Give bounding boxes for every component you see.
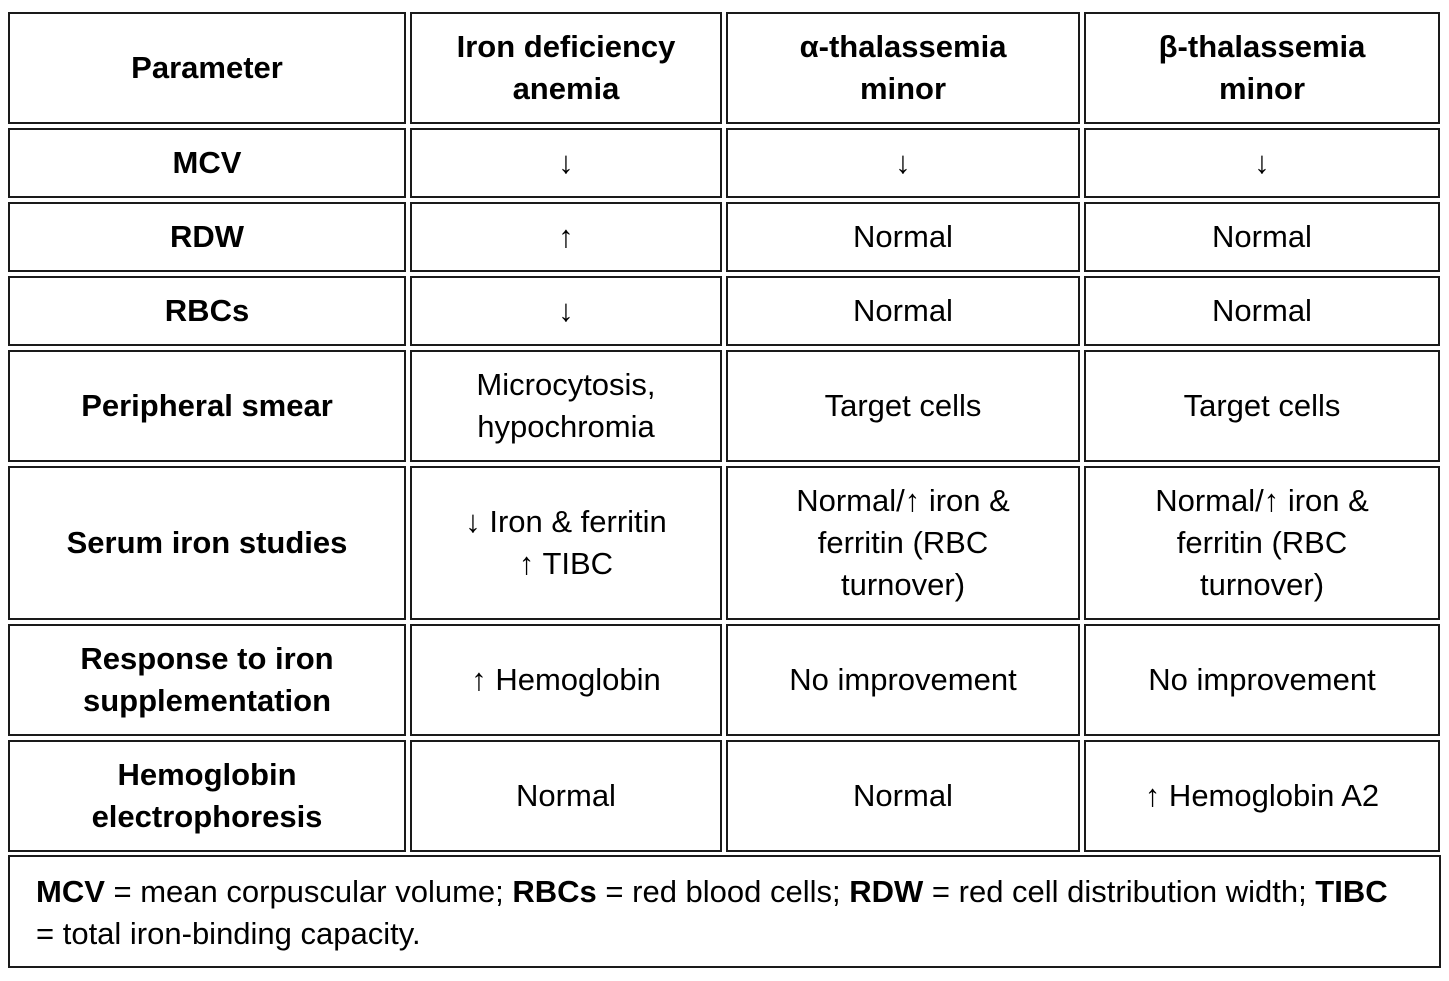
- abbr-mcv-definition: = mean corpuscular volume;: [104, 874, 513, 909]
- response-beta-thalassemia: No improvement: [1084, 624, 1440, 736]
- iron-studies-iron-deficiency: ↓ Iron & ferritin ↑ TIBC: [410, 466, 722, 620]
- mcv-alpha-thalassemia: ↓: [726, 128, 1080, 198]
- rdw-beta-thalassemia: Normal: [1084, 202, 1440, 272]
- row-label-serum-iron-studies: Serum iron studies: [8, 466, 406, 620]
- rbcs-alpha-thalassemia: Normal: [726, 276, 1080, 346]
- row-label-rdw: RDW: [8, 202, 406, 272]
- row-label-rbcs: RBCs: [8, 276, 406, 346]
- row-label-response-to-iron: Response to iron supplementation: [8, 624, 406, 736]
- mcv-beta-thalassemia: ↓: [1084, 128, 1440, 198]
- abbreviations-footnote: MCV = mean corpuscular volume; RBCs = re…: [8, 855, 1441, 968]
- smear-iron-deficiency: Microcytosis, hypochromia: [410, 350, 722, 462]
- header-alpha-thalassemia-minor: α-thalassemia minor: [726, 12, 1080, 124]
- header-parameter: Parameter: [8, 12, 406, 124]
- rdw-alpha-thalassemia: Normal: [726, 202, 1080, 272]
- electrophoresis-alpha-thalassemia: Normal: [726, 740, 1080, 852]
- abbr-tibc: TIBC: [1315, 874, 1388, 909]
- abbr-rbcs: RBCs: [512, 874, 597, 909]
- abbr-rdw-definition: = red cell distribution width;: [923, 874, 1316, 909]
- rdw-iron-deficiency: ↑: [410, 202, 722, 272]
- iron-studies-beta-thalassemia: Normal/↑ iron & ferritin (RBC turnover): [1084, 466, 1440, 620]
- header-beta-thalassemia-minor: β-thalassemia minor: [1084, 12, 1440, 124]
- header-iron-deficiency-anemia: Iron deficiency anemia: [410, 12, 722, 124]
- electrophoresis-iron-deficiency: Normal: [410, 740, 722, 852]
- row-label-mcv: MCV: [8, 128, 406, 198]
- row-label-peripheral-smear: Peripheral smear: [8, 350, 406, 462]
- iron-studies-alpha-thalassemia: Normal/↑ iron & ferritin (RBC turnover): [726, 466, 1080, 620]
- abbr-rbcs-definition: = red blood cells;: [596, 874, 850, 909]
- row-label-hemoglobin-electrophoresis: Hemoglobin electrophoresis: [8, 740, 406, 852]
- smear-beta-thalassemia: Target cells: [1084, 350, 1440, 462]
- smear-alpha-thalassemia: Target cells: [726, 350, 1080, 462]
- rbcs-iron-deficiency: ↓: [410, 276, 722, 346]
- mcv-iron-deficiency: ↓: [410, 128, 722, 198]
- electrophoresis-beta-thalassemia: ↑ Hemoglobin A2: [1084, 740, 1440, 852]
- response-alpha-thalassemia: No improvement: [726, 624, 1080, 736]
- rbcs-beta-thalassemia: Normal: [1084, 276, 1440, 346]
- abbr-tibc-definition: = total iron-binding capacity.: [36, 916, 421, 951]
- response-iron-deficiency: ↑ Hemoglobin: [410, 624, 722, 736]
- abbr-rdw: RDW: [849, 874, 924, 909]
- abbr-mcv: MCV: [36, 874, 105, 909]
